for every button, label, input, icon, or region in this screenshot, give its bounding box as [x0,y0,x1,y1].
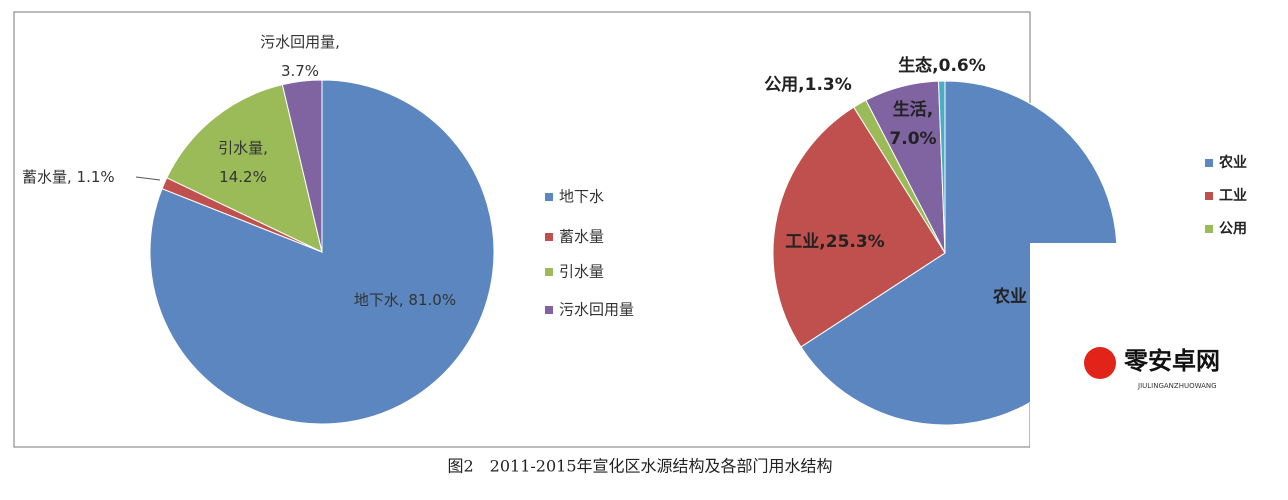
watermark-box [1030,243,1288,500]
data-label: 污水回用量, 3.7% [260,33,340,80]
pie-slice [937,80,946,254]
leader-line [135,176,161,181]
data-label: 工业,25.3% [785,232,884,252]
data-label-line: 污水回用量, [260,33,340,51]
legend-label: 公用 [1219,221,1247,237]
legend-swatch [1205,192,1213,200]
watermark-name: 零安卓网 [1123,347,1220,375]
data-label-line: 工业,25.3% [785,232,884,252]
legend-label: 污水回用量 [559,301,634,319]
data-label: 公用,1.3% [764,75,852,95]
data-label: 地下水, 81.0% [354,291,456,309]
data-label-line: 7.0% [889,129,936,149]
pie-slice [166,84,323,253]
data-label-line: 14.2% [219,168,267,186]
legend-label: 农业 [1218,154,1247,171]
legend-swatch [545,233,553,241]
pie-slice [281,79,323,253]
legend-label: 蓄水量 [559,228,604,246]
data-label-line: 引水量, [218,139,268,157]
watermark-icon [1084,347,1116,379]
legend-label: 工业 [1219,188,1247,204]
data-label-line: 生活, [893,99,933,120]
legend-label: 引水量 [559,263,604,281]
data-label: 农业 [992,286,1027,307]
legend-swatch [545,306,553,314]
legend-swatch [545,193,553,201]
data-label: 生活, 7.0% [889,99,936,149]
data-label-line: 农业 [992,286,1027,307]
watermark-subtitle: JIULINGANZHUOWANG [1137,382,1217,390]
data-label-line: 蓄水量, 1.1% [22,168,115,186]
data-label-line: 生态,0.6% [898,55,986,76]
data-label-line: 公用,1.3% [764,75,852,95]
data-label-line: 3.7% [281,62,319,80]
caption: 图2 2011-2015年宣化区水源结构及各部门用水结构 [447,457,832,476]
legend-label: 地下水 [559,188,604,206]
data-label: 生态,0.6% [898,55,986,76]
legend-swatch [1205,225,1213,233]
data-label: 蓄水量, 1.1% [22,168,115,186]
legend-swatch [545,268,553,276]
legend-swatch [1205,159,1213,167]
data-label-line: 地下水, 81.0% [354,291,456,309]
data-label: 引水量, 14.2% [218,139,268,186]
pie-slice [772,106,946,348]
